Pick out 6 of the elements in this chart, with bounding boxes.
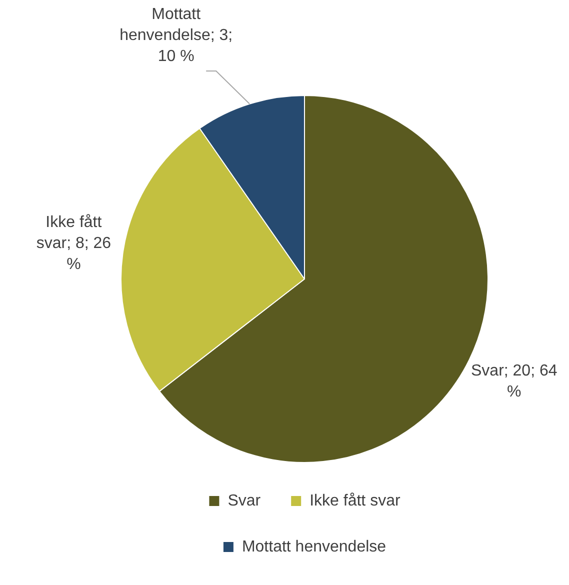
data-label: Ikke fått svar; 8; 26 % [36,214,112,274]
legend-label: Ikke fått svar [310,492,401,510]
data-label: Svar; 20; 64 % [470,362,558,401]
legend-label: Svar [228,492,262,510]
data-label: Mottatt henvendelse; 3; 10 % [120,6,233,65]
legend-label: Mottatt henvendelse [242,538,386,556]
